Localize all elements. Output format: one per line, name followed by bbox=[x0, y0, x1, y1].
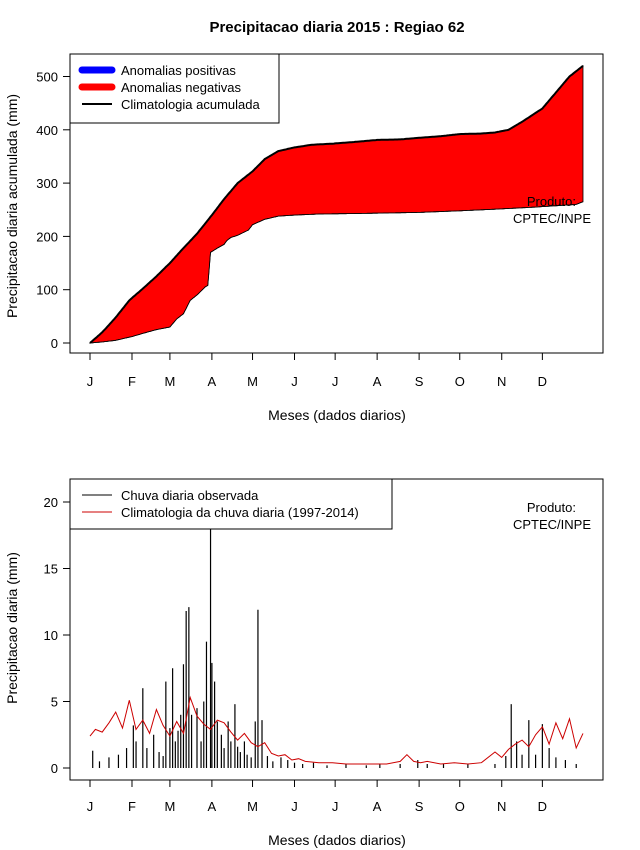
x-tick-label: A bbox=[208, 374, 217, 389]
climatology-daily-line bbox=[89, 695, 584, 765]
credit-text: Produto: bbox=[527, 194, 576, 209]
x-tick-label: J bbox=[332, 374, 339, 389]
daily-chart: 0 5 10 15 20 J F M A M J J A S O N D Meses (dados diari… bbox=[4, 478, 604, 848]
x-tick-label: A bbox=[208, 799, 217, 814]
observed-cumulative-line bbox=[89, 201, 584, 344]
credit-text: CPTEC/INPE bbox=[513, 211, 591, 226]
legend-label: Climatologia da chuva diaria (1997-2014) bbox=[121, 505, 359, 520]
x-tick-label: S bbox=[415, 374, 424, 389]
chart-title: Precipitacao diaria 2015 : Regiao 62 bbox=[209, 19, 464, 36]
x-tick-label: N bbox=[497, 799, 506, 814]
credit-text: CPTEC/INPE bbox=[513, 517, 591, 532]
y-axis: 0 100 200 300 400 500 bbox=[36, 70, 70, 351]
x-tick-label: A bbox=[373, 374, 382, 389]
x-axis-label: Meses (dados diarios) bbox=[268, 832, 406, 848]
legend-label: Chuva diaria observada bbox=[121, 488, 259, 503]
y-tick-label: 500 bbox=[36, 70, 58, 85]
legend: Anomalias positivas Anomalias negativas … bbox=[69, 53, 280, 124]
credit-text: Produto: bbox=[527, 500, 576, 515]
x-tick-label: J bbox=[291, 374, 298, 389]
x-tick-label: J bbox=[87, 374, 94, 389]
x-tick-label: J bbox=[291, 799, 298, 814]
x-tick-label: S bbox=[415, 799, 424, 814]
y-tick-label: 0 bbox=[51, 761, 58, 776]
x-axis-label: Meses (dados diarios) bbox=[268, 407, 406, 423]
y-tick-label: 15 bbox=[44, 562, 58, 577]
x-tick-label: F bbox=[128, 799, 136, 814]
x-tick-label: F bbox=[128, 374, 136, 389]
y-tick-label: 0 bbox=[51, 336, 58, 351]
x-tick-label: M bbox=[247, 799, 258, 814]
x-tick-label: M bbox=[247, 374, 258, 389]
x-tick-label: A bbox=[373, 799, 382, 814]
y-tick-label: 20 bbox=[44, 495, 58, 510]
y-tick-label: 400 bbox=[36, 123, 58, 138]
x-tick-label: O bbox=[455, 374, 465, 389]
x-tick-label: J bbox=[332, 799, 339, 814]
y-tick-label: 10 bbox=[44, 628, 58, 643]
legend-label: Climatologia acumulada bbox=[121, 97, 261, 112]
observed-daily-bars bbox=[92, 528, 577, 768]
x-tick-label: M bbox=[164, 799, 175, 814]
x-tick-label: D bbox=[538, 374, 547, 389]
y-tick-label: 200 bbox=[36, 229, 58, 244]
y-axis-label: Precipitacao diaria (mm) bbox=[4, 552, 20, 704]
cumulative-chart: 0 100 200 300 400 500 J F M A M J J A S O N D Meses (dad… bbox=[4, 53, 604, 423]
y-tick-label: 100 bbox=[36, 283, 58, 298]
x-tick-label: O bbox=[455, 799, 465, 814]
plot-frame bbox=[69, 53, 604, 354]
y-axis: 0 5 10 15 20 bbox=[44, 495, 70, 776]
legend-label: Anomalias positivas bbox=[121, 63, 236, 78]
y-tick-label: 300 bbox=[36, 176, 58, 191]
y-tick-label: 5 bbox=[51, 695, 58, 710]
legend-label: Anomalias negativas bbox=[121, 80, 241, 95]
x-tick-label: M bbox=[164, 374, 175, 389]
climatology-cumulative-line bbox=[89, 65, 584, 344]
x-tick-label: N bbox=[497, 374, 506, 389]
y-axis-label: Precipitacao diaria acumulada (mm) bbox=[4, 94, 20, 318]
x-tick-label: J bbox=[87, 799, 94, 814]
legend: Chuva diaria observada Climatologia da c… bbox=[69, 478, 393, 530]
x-tick-label: D bbox=[538, 799, 547, 814]
